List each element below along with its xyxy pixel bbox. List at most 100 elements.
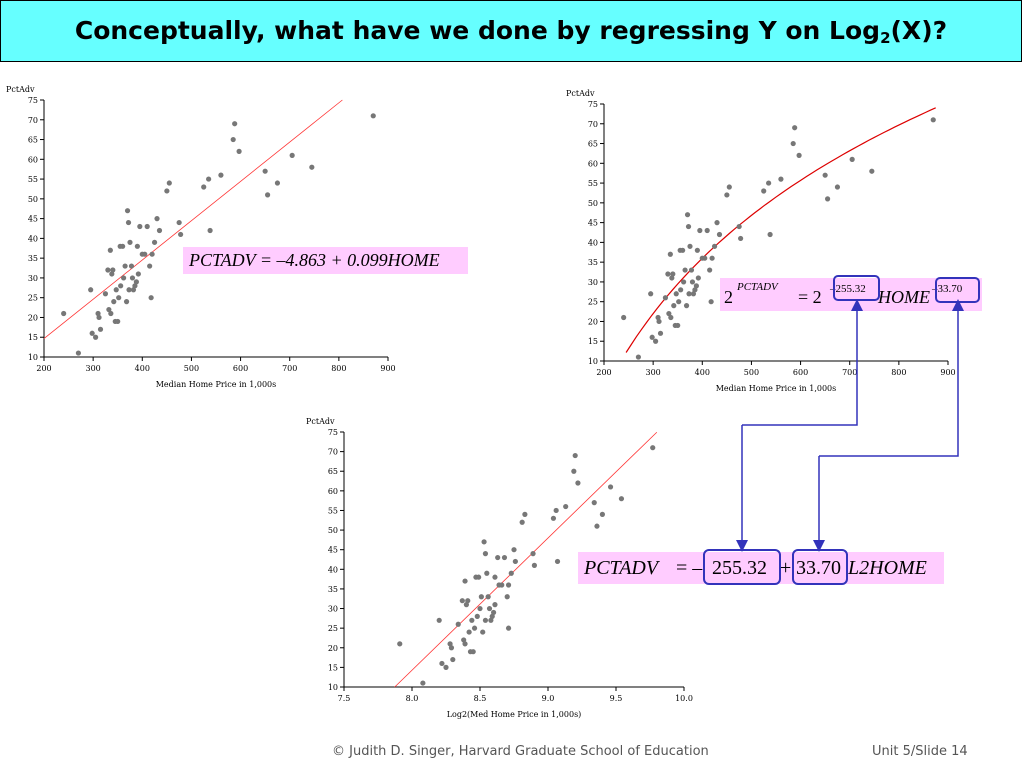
data-point <box>142 251 148 257</box>
data-point <box>690 291 697 297</box>
data-point <box>144 223 150 230</box>
data-point <box>115 318 121 325</box>
data-point <box>88 287 94 293</box>
data-point <box>607 484 614 490</box>
data-point <box>439 660 445 667</box>
x-tick-label: 200 <box>36 364 51 373</box>
y-tick-label: 75 <box>328 428 338 437</box>
data-point <box>462 578 468 584</box>
x-tick-label: 8.5 <box>474 694 487 703</box>
data-point <box>447 641 453 647</box>
data-point <box>127 239 133 245</box>
data-point <box>671 303 677 309</box>
x-tick-label: 700 <box>842 368 857 377</box>
data-point <box>459 598 465 604</box>
data-point <box>147 263 153 269</box>
data-point <box>265 192 271 198</box>
data-point <box>106 306 112 313</box>
data-point <box>553 507 559 514</box>
data-point <box>274 180 281 186</box>
data-point <box>686 291 692 297</box>
data-point <box>126 287 132 293</box>
y-axis-label: PctAdv <box>6 85 35 94</box>
data-point <box>714 220 720 226</box>
data-point <box>128 263 135 269</box>
data-point <box>697 227 703 234</box>
data-point <box>474 613 480 619</box>
data-point <box>669 275 675 281</box>
data-point <box>176 219 182 226</box>
data-point <box>655 314 661 321</box>
y-tick-label: 45 <box>588 219 598 228</box>
data-point <box>118 283 124 289</box>
callout-box-log-slope <box>792 549 848 585</box>
data-point <box>149 251 155 257</box>
data-point <box>591 500 597 506</box>
y-tick-label: 60 <box>28 155 38 164</box>
data-point <box>666 310 672 317</box>
data-point <box>107 247 113 253</box>
y-tick-label: 25 <box>28 294 38 303</box>
data-point <box>930 117 936 123</box>
y-tick-label: 10 <box>28 353 38 362</box>
data-point <box>519 519 525 525</box>
data-point <box>512 558 518 565</box>
data-point <box>448 645 455 651</box>
data-point <box>178 231 184 238</box>
data-point <box>201 184 207 190</box>
title-tail: (X)? <box>890 16 948 45</box>
equation-power-base: 2 <box>724 287 733 307</box>
data-point <box>673 291 679 297</box>
x-tick-label: 300 <box>646 368 661 377</box>
x-tick-label: 10.0 <box>675 694 693 703</box>
footer-copyright: © Judith D. Singer, Harvard Graduate Sch… <box>332 744 709 759</box>
data-point <box>465 598 471 604</box>
data-point <box>681 279 687 285</box>
data-point <box>122 263 128 269</box>
data-point <box>111 299 117 305</box>
y-tick-label: 10 <box>588 357 598 366</box>
data-point <box>653 338 659 344</box>
data-point <box>370 113 376 119</box>
fit-line <box>394 431 658 688</box>
data-point <box>656 318 662 325</box>
data-point <box>109 271 115 277</box>
data-point <box>531 562 537 568</box>
data-point <box>825 196 831 202</box>
data-point <box>678 287 684 293</box>
data-point <box>116 295 122 301</box>
data-point <box>156 227 163 234</box>
data-point <box>504 594 510 600</box>
data-point <box>236 148 242 154</box>
x-tick-label: 9.0 <box>542 694 555 703</box>
x-tick-label: 600 <box>233 364 248 373</box>
data-point <box>649 334 655 340</box>
data-point <box>682 267 688 273</box>
equation-log-equals: = – <box>676 557 703 579</box>
data-point <box>687 243 693 249</box>
x-tick-label: 300 <box>86 364 101 373</box>
y-tick-label: 15 <box>588 337 598 346</box>
y-tick-label: 20 <box>328 644 338 653</box>
title-subscript: 2 <box>880 29 891 47</box>
data-point <box>680 247 686 253</box>
data-point <box>563 503 569 510</box>
data-point <box>488 617 494 623</box>
x-tick-label: 800 <box>331 364 346 373</box>
data-point <box>571 468 577 474</box>
x-tick-label: 7.5 <box>338 694 351 703</box>
y-tick-label: 20 <box>588 317 598 326</box>
data-point <box>484 570 490 576</box>
data-point <box>726 184 732 190</box>
data-point <box>96 314 102 321</box>
callout-box-power-slope <box>935 277 980 303</box>
data-point <box>121 275 127 281</box>
data-point <box>436 617 442 623</box>
data-point <box>501 554 508 561</box>
data-point <box>89 330 95 336</box>
equation-power-equals: = 2 <box>798 287 822 307</box>
data-point <box>262 168 268 174</box>
data-point <box>554 558 561 565</box>
data-point <box>738 235 744 242</box>
